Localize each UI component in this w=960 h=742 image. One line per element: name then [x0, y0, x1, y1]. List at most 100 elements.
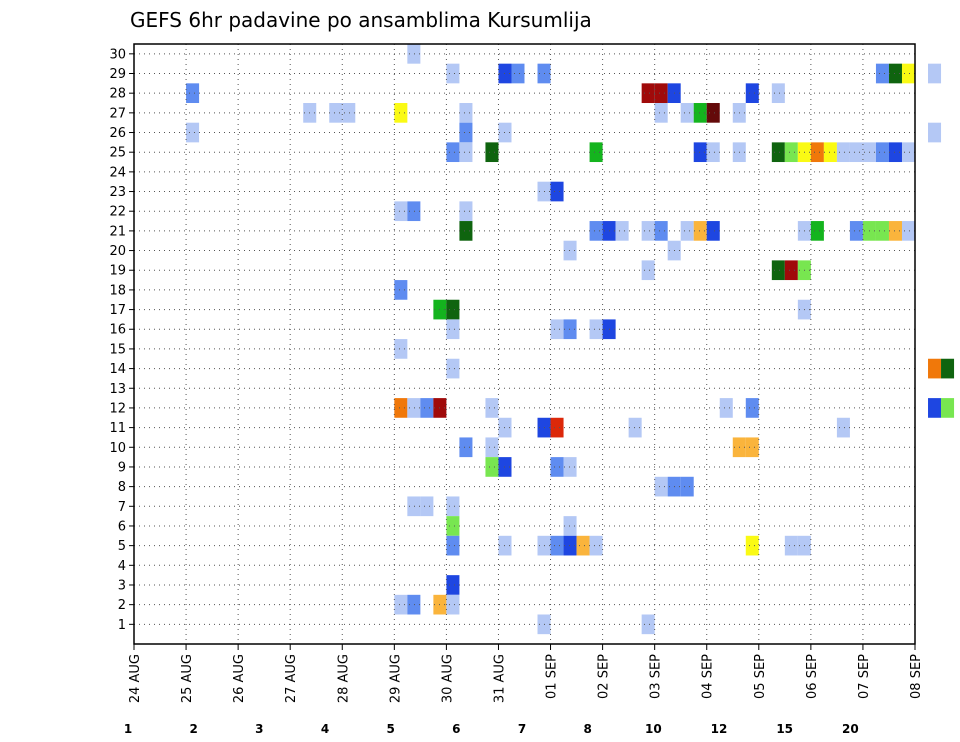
heatmap-cell [342, 103, 356, 123]
legend-label: 4 [321, 722, 329, 736]
heatmap-cell [394, 280, 408, 300]
heatmap-cell [875, 142, 889, 163]
legend-label: 6 [452, 722, 460, 736]
heatmap-cell [888, 63, 902, 84]
heatmap-cell [641, 221, 655, 241]
heatmap-cell [446, 496, 460, 517]
legend-label: 7 [518, 722, 526, 736]
heatmap-cell [680, 221, 694, 241]
heatmap-cell [589, 535, 603, 556]
heatmap-cell [589, 221, 603, 241]
heatmap-cell [680, 476, 694, 497]
heatmap-cell [446, 358, 460, 379]
heatmap-cell [394, 103, 408, 123]
y-tick-label: 18 [109, 283, 126, 298]
heatmap-cell [810, 142, 824, 163]
heatmap-cell [394, 339, 408, 359]
heatmap-cell [901, 142, 915, 163]
heatmap-cell [680, 103, 694, 123]
heatmap-cell [550, 535, 564, 556]
colorbar-legend: 1 2 3 4 5 6 7 8 10 12 15 20 [124, 722, 859, 736]
x-tick-label: 30 AUG [440, 654, 455, 703]
heatmap-cell [928, 358, 942, 379]
heatmap-cell [550, 457, 564, 477]
heatmap-cell [693, 221, 707, 241]
heatmap-cell [784, 260, 798, 281]
y-tick-label: 16 [109, 323, 126, 338]
heatmap-cell [771, 142, 785, 163]
legend-label: 12 [711, 722, 728, 736]
heatmap-cell [615, 221, 629, 241]
heatmap-cell [784, 535, 798, 556]
heatmap-cell [836, 417, 850, 438]
y-tick-label: 3 [118, 578, 126, 593]
heatmap-cell [771, 260, 785, 281]
y-axis: 1234567891011121314151617181920212223242… [109, 47, 134, 633]
heatmap-cell [901, 221, 915, 241]
heatmap-cell [446, 575, 460, 595]
x-tick-label: 01 SEP [545, 654, 560, 699]
heatmap-cell [745, 535, 759, 556]
y-tick-label: 5 [118, 539, 126, 554]
heatmap-cell [928, 122, 942, 143]
heatmap-cell [459, 221, 473, 241]
heatmap-cell [329, 103, 343, 123]
x-tick-label: 02 SEP [597, 654, 612, 699]
heatmap-cell [407, 496, 421, 517]
legend-label: 20 [842, 722, 859, 736]
x-tick-label: 04 SEP [701, 654, 716, 699]
heatmap-cell [563, 535, 577, 556]
heatmap-cell [485, 457, 499, 477]
heatmap-cell [563, 319, 577, 340]
y-tick-label: 19 [109, 264, 126, 279]
heatmap-cell [459, 142, 473, 163]
heatmap-cell [459, 122, 473, 143]
heatmap-cell [446, 516, 460, 536]
heatmap-cell [888, 142, 902, 163]
y-tick-label: 6 [118, 519, 126, 534]
heatmap-cell [641, 260, 655, 281]
heatmap-cell [823, 142, 837, 163]
y-tick-label: 15 [109, 342, 126, 357]
heatmap-cell [849, 221, 863, 241]
x-tick-label: 03 SEP [649, 654, 664, 699]
heatmap-cell [511, 63, 525, 84]
heatmap-cell [693, 142, 707, 163]
heatmap-cell [628, 417, 642, 438]
heatmap-cell [784, 142, 798, 163]
heatmap-cell [420, 496, 434, 517]
heatmap-cell [420, 398, 434, 418]
x-tick-label: 28 AUG [336, 654, 351, 703]
y-tick-label: 2 [118, 598, 126, 613]
y-tick-label: 22 [109, 205, 126, 220]
legend-label: 15 [776, 722, 793, 736]
heatmap-cell [446, 319, 460, 340]
heatmap-cell [407, 594, 421, 615]
y-tick-label: 8 [118, 480, 126, 495]
heatmap-cell [941, 358, 955, 379]
x-tick-label: 26 AUG [232, 654, 247, 703]
heatmap-cell [745, 83, 759, 104]
heatmap-cell [836, 142, 850, 163]
heatmap-cell [459, 437, 473, 458]
y-tick-label: 29 [109, 67, 126, 82]
y-tick-label: 10 [109, 441, 126, 456]
heatmap-cell [589, 319, 603, 340]
y-tick-label: 27 [109, 106, 126, 121]
y-tick-label: 1 [118, 618, 126, 633]
y-tick-label: 30 [109, 47, 126, 62]
heatmap-cell [459, 103, 473, 123]
y-tick-label: 17 [109, 303, 126, 318]
heatmap-cell [394, 594, 408, 615]
chart-title: GEFS 6hr padavine po ansamblima Kursumli… [130, 8, 592, 32]
heatmap-cell [706, 221, 720, 241]
legend-label: 5 [386, 722, 394, 736]
heatmap-cell [407, 201, 421, 222]
legend-label: 1 [124, 722, 132, 736]
heatmap-cell [563, 240, 577, 261]
heatmap-cell [641, 614, 655, 635]
y-tick-label: 14 [109, 362, 126, 377]
heatmap-cell [654, 476, 668, 497]
